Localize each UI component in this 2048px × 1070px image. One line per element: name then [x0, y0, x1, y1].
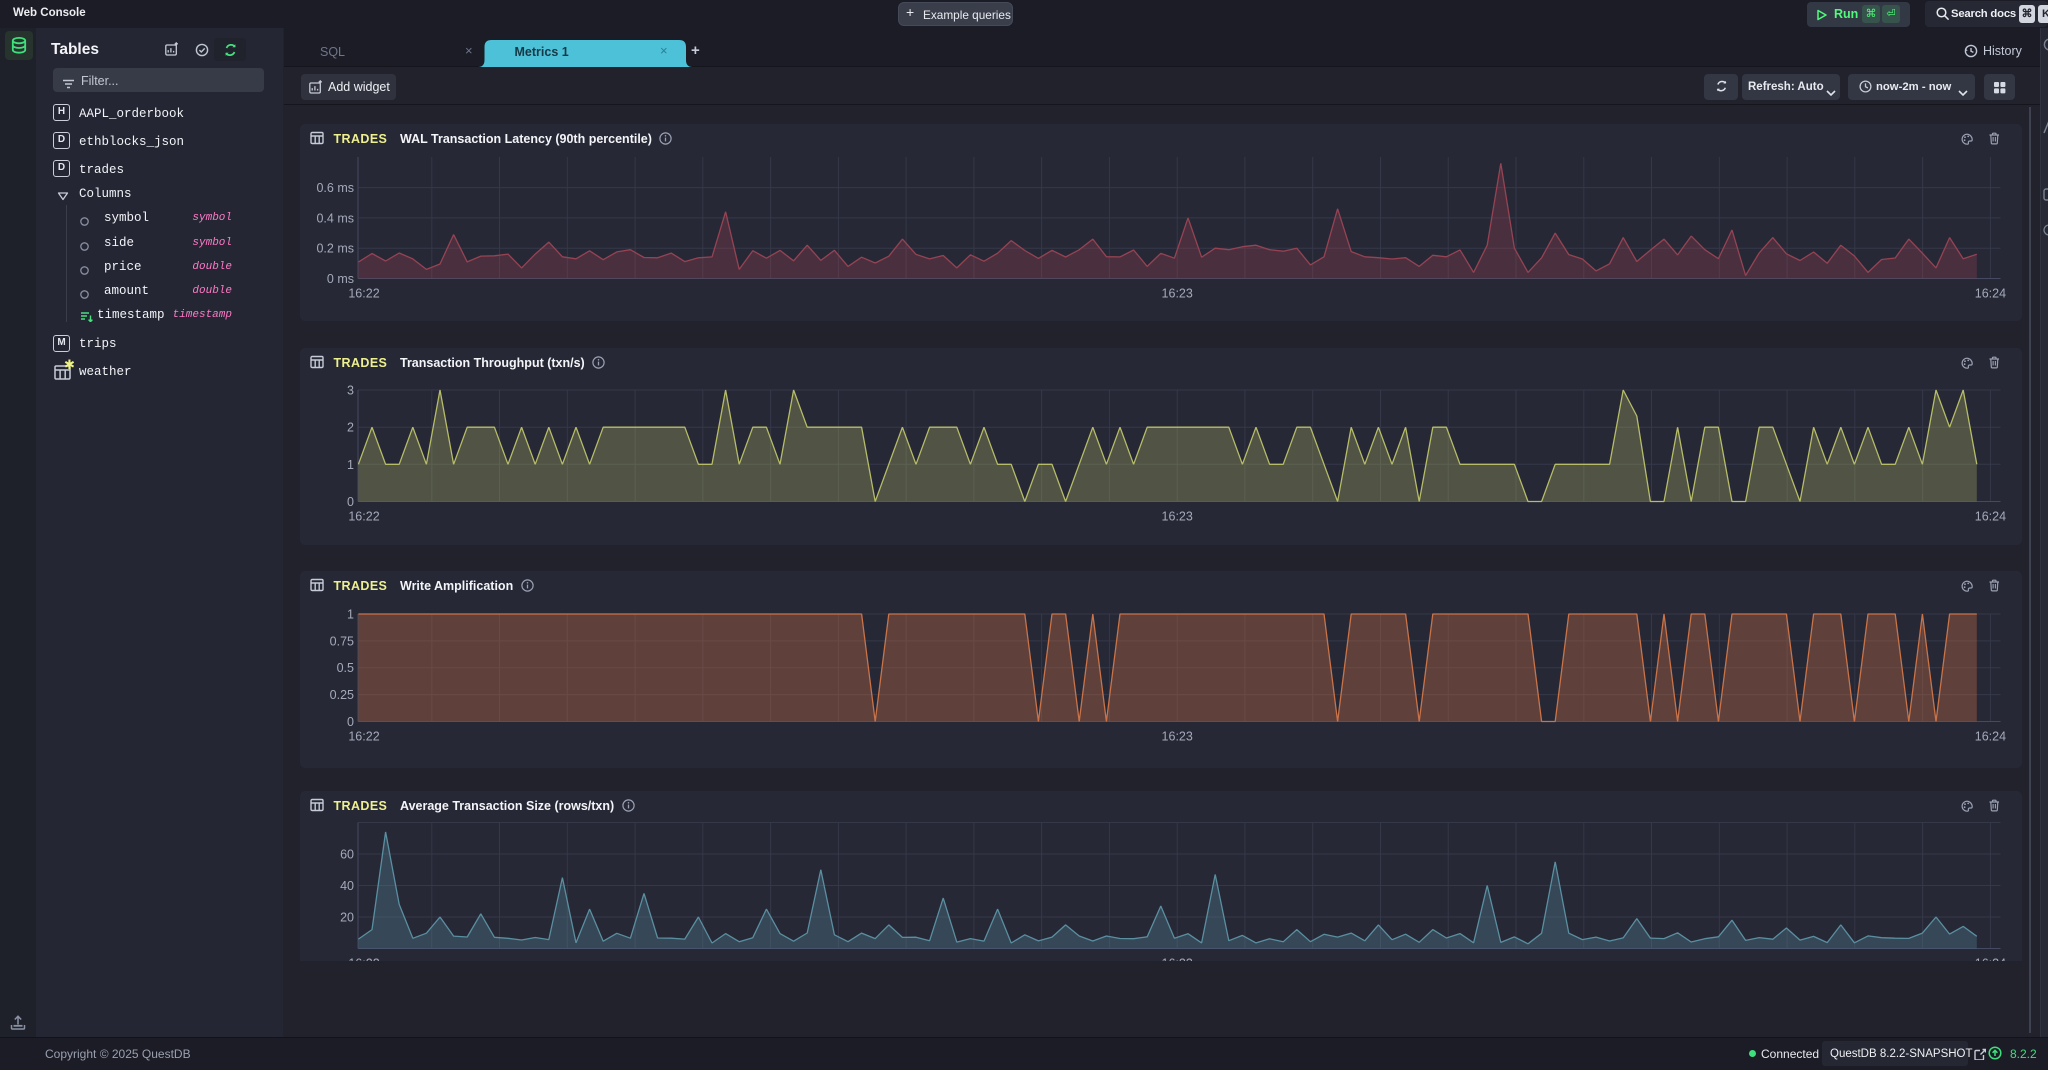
svg-text:0.5: 0.5 [337, 661, 354, 675]
svg-text:16:23: 16:23 [1162, 509, 1193, 523]
svg-text:2: 2 [347, 421, 354, 435]
svg-text:0 ms: 0 ms [327, 272, 354, 286]
svg-text:0.75: 0.75 [330, 634, 354, 648]
svg-text:16:24: 16:24 [1975, 286, 2006, 300]
svg-text:0.2 ms: 0.2 ms [316, 242, 354, 256]
svg-text:60: 60 [340, 848, 354, 862]
svg-text:0.4 ms: 0.4 ms [316, 211, 354, 225]
svg-text:0: 0 [347, 715, 354, 729]
svg-text:16:23: 16:23 [1162, 956, 1193, 961]
svg-text:40: 40 [340, 879, 354, 893]
svg-text:0: 0 [347, 495, 354, 509]
svg-text:16:24: 16:24 [1975, 729, 2006, 743]
svg-text:1: 1 [347, 608, 354, 622]
svg-text:16:24: 16:24 [1975, 509, 2006, 523]
svg-text:16:22: 16:22 [348, 729, 379, 743]
svg-text:16:24: 16:24 [1975, 956, 2006, 961]
svg-text:1: 1 [347, 458, 354, 472]
svg-text:0.6 ms: 0.6 ms [316, 181, 354, 195]
svg-text:16:23: 16:23 [1162, 286, 1193, 300]
svg-text:16:23: 16:23 [1162, 729, 1193, 743]
svg-text:0.25: 0.25 [330, 688, 354, 702]
svg-text:16:22: 16:22 [348, 509, 379, 523]
svg-text:20: 20 [340, 911, 354, 925]
svg-text:16:22: 16:22 [348, 956, 379, 961]
svg-text:16:22: 16:22 [348, 286, 379, 300]
svg-text:3: 3 [347, 384, 354, 398]
